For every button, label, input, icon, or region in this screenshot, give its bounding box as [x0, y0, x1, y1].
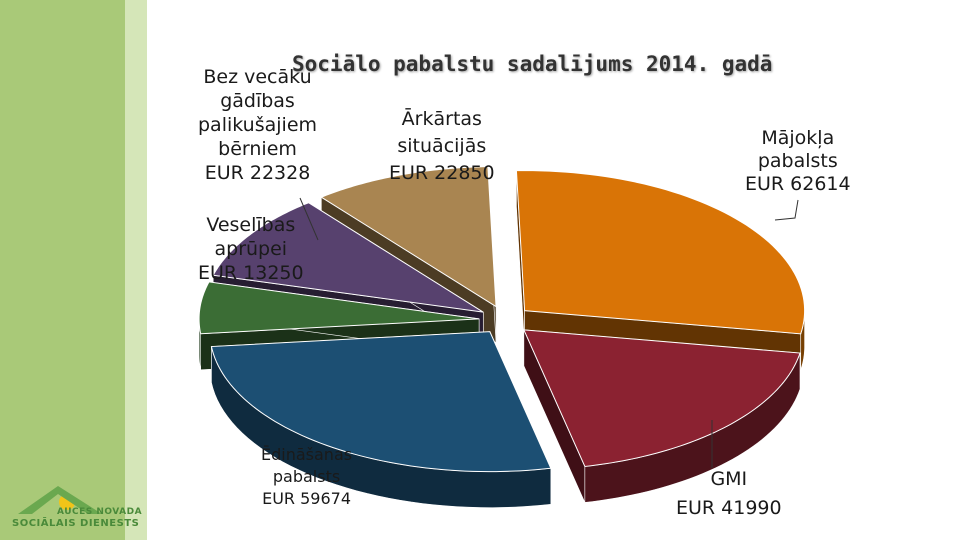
leader-line-0	[774, 199, 799, 221]
data-label-bez-vecaku-line4: bērniem	[218, 138, 297, 160]
left-accent-band-light	[125, 0, 147, 540]
logo-text-line1: AUCES NOVADA	[57, 507, 143, 517]
left-accent-band	[0, 0, 125, 540]
data-label-arkartas-line2: situācijās	[397, 135, 487, 157]
chart-title: Sociālo pabalstu sadalījums 2014. gadā	[292, 52, 773, 76]
data-label-arkartas-line3: EUR 22850	[389, 162, 495, 184]
data-label-majokla: Mājokļa pabalsts EUR 62614	[745, 127, 851, 196]
logo-text-line2: SOCIĀLAIS DIENESTS	[12, 518, 140, 529]
slice-2-top	[210, 331, 552, 473]
data-label-edinasanas: Ēdināšanas pabalsts EUR 59674	[261, 444, 352, 510]
data-label-majokla-line3: EUR 62614	[745, 173, 851, 195]
slice-0-top	[515, 170, 806, 335]
data-label-veselibas-line2: aprūpei	[214, 238, 288, 260]
data-label-arkartas-line1: Ārkārtas	[401, 108, 482, 130]
data-label-majokla-line2: pabalsts	[757, 150, 838, 172]
organization-logo: AUCES NOVADA SOCIĀLAIS DIENESTS	[12, 480, 147, 532]
data-label-veselibas-line3: EUR 13250	[198, 262, 304, 284]
data-label-edinasanas-line1: Ēdināšanas	[261, 445, 353, 464]
pie-slice-1	[523, 329, 801, 503]
leader-line-1	[299, 197, 319, 241]
data-label-bez-vecaku-line1: Bez vecāku	[203, 66, 312, 88]
data-label-majokla-line1: Mājokļa	[761, 127, 835, 149]
data-label-bez-vecaku-line5: EUR 22328	[204, 162, 311, 184]
data-label-bez-vecaku-line3: palikušajiem	[198, 114, 318, 136]
data-label-edinasanas-line3: EUR 59674	[262, 489, 351, 508]
data-label-arkartas: Ārkārtas situācijās EUR 22850	[389, 106, 495, 187]
slice-5-top	[320, 166, 497, 308]
slice-4-top	[212, 202, 484, 313]
data-label-gmi-line1: GMI	[710, 468, 748, 490]
data-label-gmi-line2: EUR 41990	[676, 497, 782, 519]
data-label-bez-vecaku-line2: gādības	[220, 90, 295, 112]
data-label-bez-vecaku: Bez vecāku gādības palikušajiem bērniem …	[198, 65, 317, 185]
slice-3-top	[198, 281, 480, 335]
pie-slice-2	[210, 331, 552, 508]
data-label-edinasanas-line2: pabalsts	[272, 467, 341, 486]
logo-mark-icon	[18, 486, 102, 514]
data-label-gmi: GMI EUR 41990	[676, 465, 782, 523]
data-label-veselibas-line1: Veselības	[206, 214, 296, 236]
data-label-veselibas: Veselības aprūpei EUR 13250	[198, 213, 304, 285]
slice-1-top	[523, 329, 801, 468]
